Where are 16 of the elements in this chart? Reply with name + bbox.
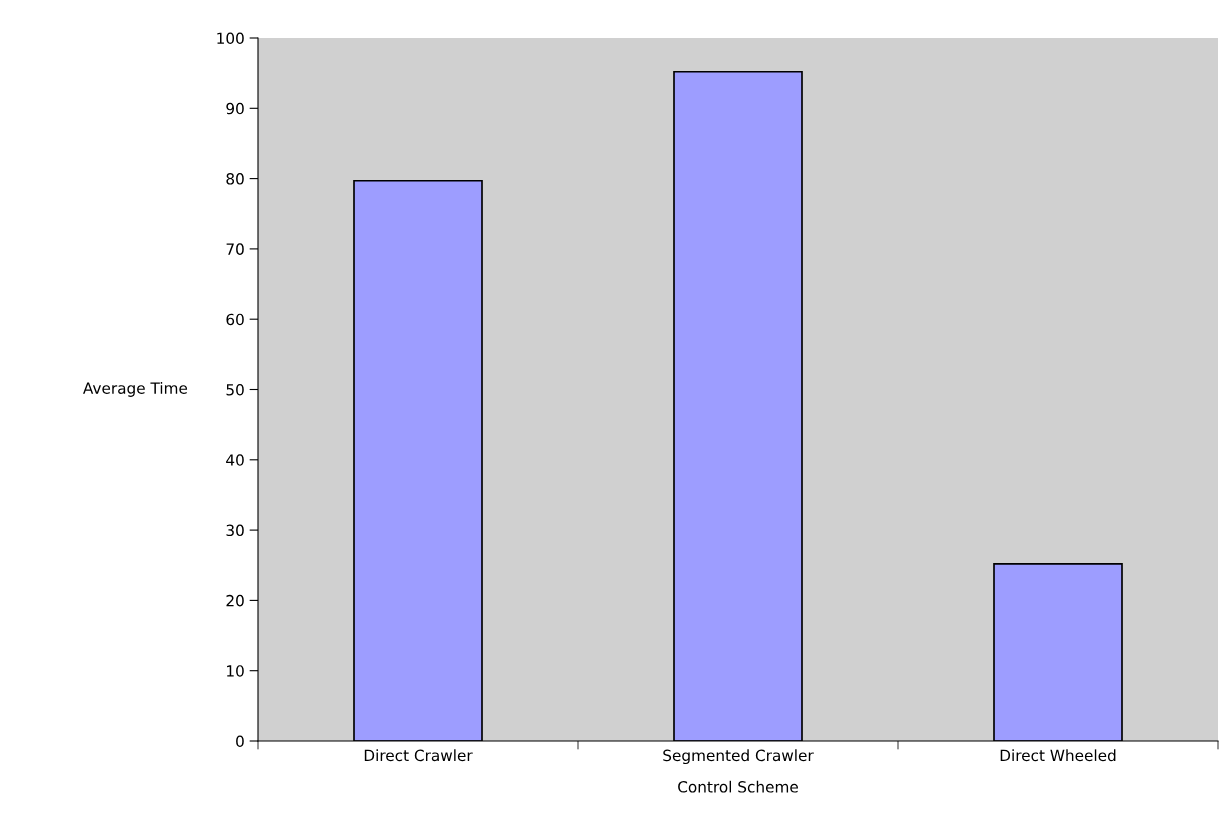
- y-tick-label: 100: [217, 32, 244, 45]
- y-tick-label: 70: [226, 243, 244, 255]
- y-tick-label: 60: [226, 313, 244, 326]
- x-tick-label: Segmented Crawler: [663, 749, 814, 765]
- y-tick-label: 30: [226, 524, 244, 537]
- y-tick-label: 90: [226, 102, 244, 115]
- y-tick-label: 40: [226, 454, 244, 466]
- x-tick-label: Direct Crawler: [364, 749, 473, 762]
- x-tick-label: Direct Wheeled: [1000, 749, 1116, 762]
- y-tick-label: 20: [226, 594, 244, 607]
- y-tick-label: 50: [226, 383, 244, 396]
- y-tick-label: 10: [227, 665, 244, 677]
- y-axis-title: Average Time: [83, 382, 188, 397]
- y-tick-label: 0: [236, 735, 244, 748]
- y-tick-label: 80: [226, 173, 244, 185]
- x-axis-title: Control Scheme: [678, 780, 798, 793]
